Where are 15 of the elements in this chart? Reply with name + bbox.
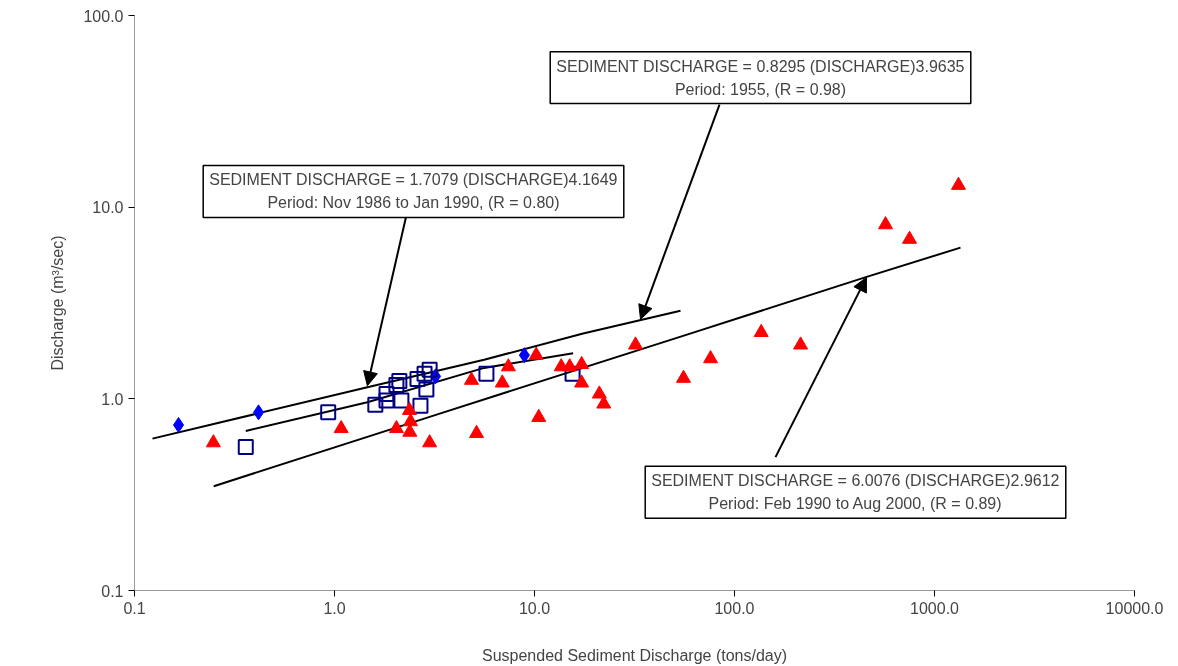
x-tick-label: 0.1 [123,599,146,617]
annotation: SEDIMENT DISCHARGE = 0.8295 (DISCHARGE)3.9635 Period: 1955, (R = 0.98) [556,57,965,98]
y-axis-title: Discharge (m³/sec) [49,235,67,371]
x-tick-label: 1000.0 [910,599,960,617]
y-tick-label: 1.0 [101,390,124,408]
annotation: SEDIMENT DISCHARGE = 1.7079 (DISCHARGE)4.1649 Period: Nov 1986 to Jan 1990, (R = 0.80) [209,171,618,212]
y-tick-label: 0.1 [101,582,124,600]
x-tick-label: 10000.0 [1105,599,1164,617]
x-tick-label: 1.0 [323,599,346,617]
x-axis-title: Suspended Sediment Discharge (tons/day) [481,646,788,664]
x-tick-label: 100.0 [714,599,755,617]
x-tick-label: 10.0 [518,599,551,617]
y-tick-label: 100.0 [83,7,124,25]
annotation: SEDIMENT DISCHARGE = 6.0076 (DISCHARGE)2.9612 Period: Feb 1990 to Aug 2000, (R = 0.89) [651,472,1060,513]
y-tick-label: 10.0 [92,199,124,217]
